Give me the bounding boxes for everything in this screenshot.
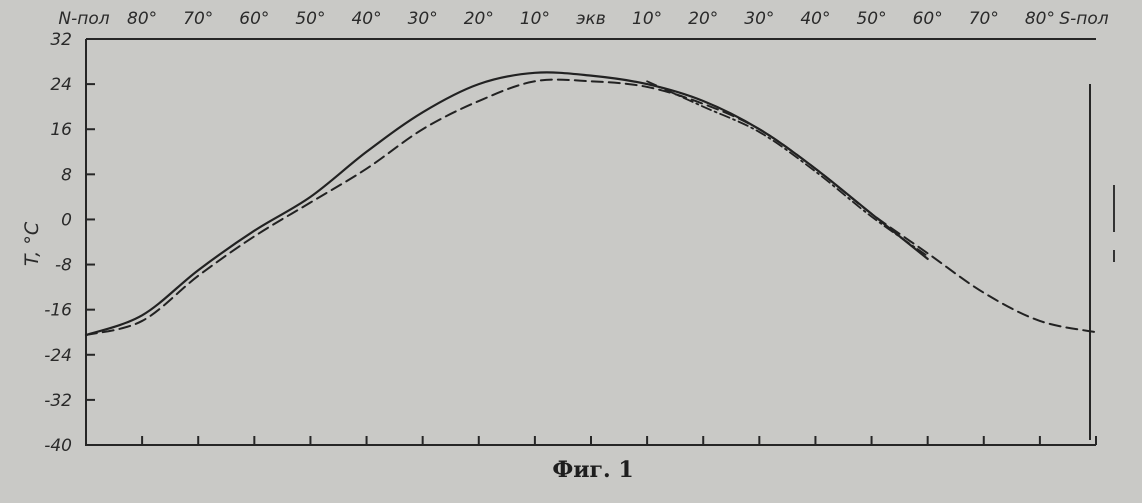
x-tick-label: 50° [295, 9, 325, 29]
x-tick-label: 70° [183, 9, 213, 29]
y-axis-label: T, °C [21, 221, 43, 266]
x-tick-label: 80° [1025, 9, 1055, 29]
series-line-solid [84, 71, 929, 337]
x-tick-label: 70° [969, 9, 999, 29]
y-tick-label: -24 [44, 346, 72, 366]
x-tick-label: 60° [239, 9, 269, 29]
x-tick-label: 20° [688, 9, 718, 29]
x-tick-label: 60° [913, 9, 943, 29]
y-tick-label: -32 [44, 391, 72, 411]
y-tick-label: 0 [61, 210, 72, 230]
y-tick-label: -40 [44, 436, 72, 456]
x-axis-tick-labels: N-пол 80° 70° 60° 50° 40° 30° 20° 10° экв 10° 20° 30… [58, 9, 1108, 29]
y-tick-label: 8 [61, 165, 72, 185]
x-tick-label: 40° [800, 9, 830, 29]
figure-caption: Фиг. 1 [552, 457, 633, 483]
x-tick-label: 10° [520, 9, 550, 29]
x-tick-label: 50° [856, 9, 886, 29]
series-line-dash-dot [646, 80, 929, 257]
y-tick-label: -8 [55, 256, 72, 276]
y-axis-tick-labels: 32 24 16 8 0 -8 -16 -24 -32 -40 [44, 30, 72, 456]
x-tick-label: N-пол [58, 9, 109, 29]
x-tick-label: 20° [464, 9, 494, 29]
series-line-dashed [85, 78, 1097, 337]
y-tick-label: 32 [50, 30, 72, 50]
axis-ticks [85, 38, 1097, 446]
x-tick-label: 80° [127, 9, 157, 29]
y-tick-label: 24 [50, 75, 72, 95]
x-tick-label: 30° [408, 9, 438, 29]
x-tick-label: S-пол [1059, 9, 1108, 29]
x-tick-label: 30° [744, 9, 774, 29]
y-tick-label: 16 [50, 120, 72, 140]
x-tick-label: экв [576, 9, 606, 29]
y-tick-label: -16 [44, 301, 72, 321]
x-tick-label: 40° [351, 9, 381, 29]
x-tick-label: 10° [632, 9, 662, 29]
series-lines [84, 71, 1097, 337]
